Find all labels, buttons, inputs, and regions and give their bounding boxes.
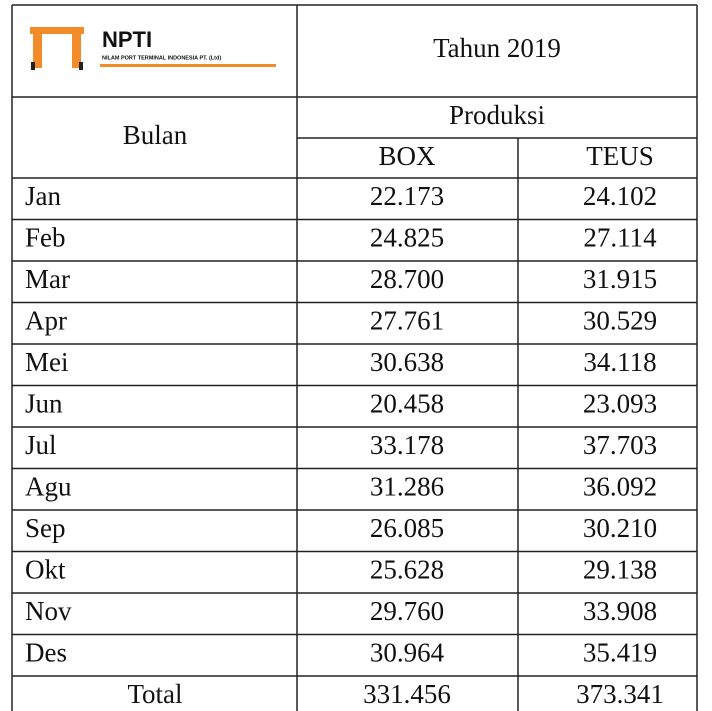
logo-name: NPTI [102, 27, 152, 52]
teus-cell: 27.114 [583, 222, 657, 252]
logo-icon [30, 27, 84, 34]
logo-icon [33, 34, 42, 68]
teus-cell: 35.419 [583, 637, 657, 667]
box-cell: 22.173 [370, 181, 444, 211]
month-cell: Feb [25, 222, 66, 252]
logo-underline [100, 64, 276, 67]
box-cell: 33.178 [370, 430, 444, 460]
month-cell: Jul [25, 430, 57, 460]
month-cell: Nov [25, 596, 72, 626]
box-cell: 30.964 [370, 637, 445, 667]
box-cell: 26.085 [370, 513, 444, 543]
month-header: Bulan [123, 120, 188, 150]
teus-cell: 31.915 [583, 264, 657, 294]
teus-cell: 30.529 [583, 305, 657, 335]
box-cell: 331.456 [363, 679, 451, 709]
logo-icon [72, 34, 81, 68]
box-cell: 24.825 [370, 222, 444, 252]
teus-cell: 24.102 [583, 181, 657, 211]
year-header: Tahun 2019 [433, 33, 561, 63]
month-cell: Jun [25, 388, 63, 418]
logo-icon [31, 62, 35, 70]
month-cell: Mar [25, 264, 70, 294]
logo-subtitle: NILAM PORT TERMINAL INDONESIA PT. (Ltd) [102, 55, 221, 61]
month-cell: Apr [25, 305, 67, 335]
logo-icon [79, 62, 83, 70]
box-cell: 28.700 [370, 264, 444, 294]
column-header: BOX [378, 141, 436, 171]
group-header: Produksi [449, 100, 545, 130]
teus-cell: 373.341 [576, 679, 664, 709]
box-cell: 31.286 [370, 471, 444, 501]
teus-cell: 34.118 [583, 347, 656, 377]
box-cell: 29.760 [370, 596, 444, 626]
teus-cell: 36.092 [583, 471, 657, 501]
teus-cell: 23.093 [583, 388, 657, 418]
teus-cell: 37.703 [583, 430, 657, 460]
month-cell: Sep [25, 513, 66, 543]
teus-cell: 30.210 [583, 513, 657, 543]
month-cell: Mei [25, 347, 69, 377]
month-cell: Okt [25, 554, 66, 584]
month-cell: Jan [25, 181, 61, 211]
box-cell: 20.458 [370, 388, 444, 418]
month-cell: Agu [25, 471, 72, 501]
box-cell: 25.628 [370, 554, 444, 584]
box-cell: 27.761 [370, 305, 444, 335]
month-cell: Total [127, 679, 182, 709]
teus-cell: 33.908 [583, 596, 657, 626]
teus-cell: 29.138 [583, 554, 657, 584]
logo: NPTI NILAM PORT TERMINAL INDONESIA PT. (… [30, 27, 276, 70]
month-cell: Des [25, 637, 67, 667]
box-cell: 30.638 [370, 347, 444, 377]
column-header: TEUS [586, 141, 654, 171]
